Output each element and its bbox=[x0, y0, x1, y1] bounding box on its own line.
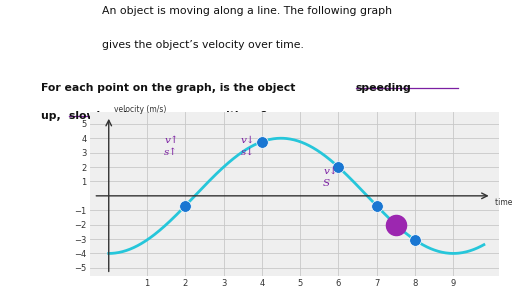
Text: v↑: v↑ bbox=[164, 136, 179, 145]
Text: velocity (m/s): velocity (m/s) bbox=[115, 105, 167, 114]
Point bbox=[181, 204, 189, 208]
Text: up,: up, bbox=[41, 111, 65, 121]
Text: speeding: speeding bbox=[356, 83, 412, 93]
Text: gives the object’s velocity over time.: gives the object’s velocity over time. bbox=[102, 40, 304, 50]
Text: neither: neither bbox=[211, 111, 256, 121]
Text: , or: , or bbox=[177, 111, 201, 121]
Point bbox=[258, 139, 266, 144]
Point bbox=[411, 238, 419, 242]
Text: An object is moving along a line. The following graph: An object is moving along a line. The fo… bbox=[102, 6, 392, 16]
Text: v↓: v↓ bbox=[323, 167, 338, 176]
Text: time (s): time (s) bbox=[496, 198, 512, 207]
Point bbox=[392, 222, 400, 227]
Text: ?: ? bbox=[260, 111, 266, 121]
Text: v↓: v↓ bbox=[241, 136, 255, 145]
Text: s↑: s↑ bbox=[164, 148, 178, 157]
Text: For each point on the graph, is the object: For each point on the graph, is the obje… bbox=[41, 83, 299, 93]
Point bbox=[373, 204, 381, 208]
Point bbox=[334, 165, 343, 169]
Text: S: S bbox=[323, 179, 330, 188]
Text: slowing down: slowing down bbox=[69, 111, 153, 121]
Text: s↓: s↓ bbox=[241, 148, 255, 157]
